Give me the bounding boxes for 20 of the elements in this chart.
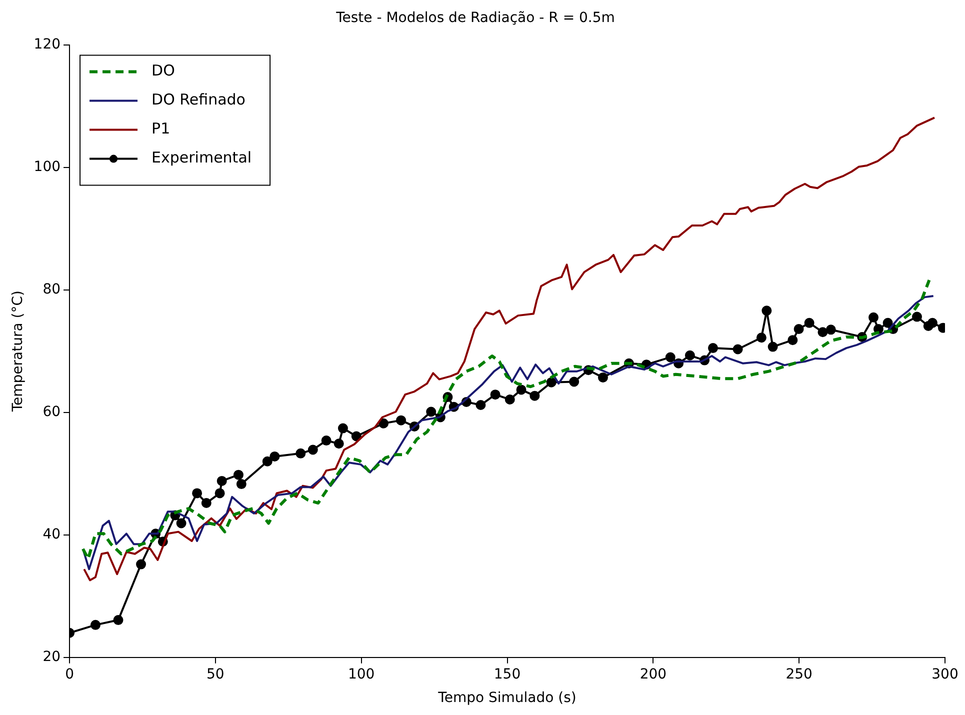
legend-label: DO Refinado <box>152 90 246 109</box>
x-tick-label: 100 <box>348 666 375 682</box>
x-tick-label: 150 <box>494 666 521 682</box>
x-tick-label: 250 <box>786 666 812 682</box>
x-tick-label: 300 <box>932 666 958 682</box>
legend-label: P1 <box>152 120 170 138</box>
legend-label: DO <box>152 62 175 80</box>
y-axis-title: Temperatura (°C) <box>10 290 26 413</box>
x-tick-label: 50 <box>206 666 224 682</box>
y-tick-label: 120 <box>34 36 61 52</box>
y-tick-label: 60 <box>42 404 61 420</box>
x-axis-title: Tempo Simulado (s) <box>437 690 576 706</box>
y-tick-label: 80 <box>42 281 61 298</box>
x-tick-label: 200 <box>640 666 667 682</box>
y-tick-label: 20 <box>42 649 61 666</box>
legend-label: Experimental <box>152 148 252 167</box>
y-tick-label: 40 <box>42 526 61 543</box>
x-tick-label: 0 <box>65 666 74 682</box>
chart-title: Teste - Modelos de Radiação - R = 0.5m <box>335 10 615 26</box>
y-tick-label: 100 <box>34 158 61 175</box>
